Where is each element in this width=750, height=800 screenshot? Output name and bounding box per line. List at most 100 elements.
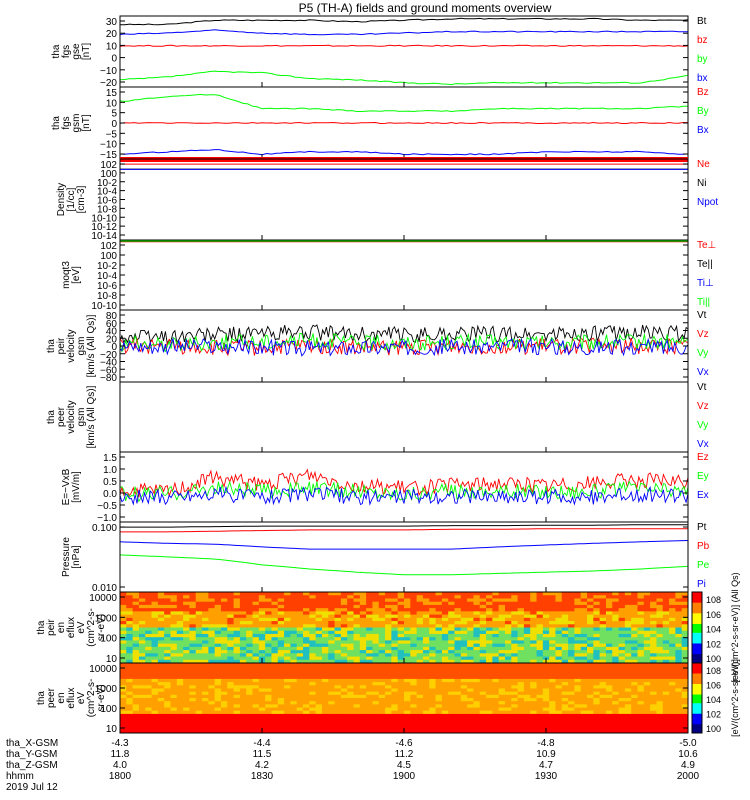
heatmap-cell: [448, 608, 455, 612]
heatmap-cell: [359, 598, 367, 603]
heatmap-cell: [435, 646, 443, 651]
heatmap-cell: [612, 617, 620, 622]
heatmap-cell: [378, 669, 386, 674]
heatmap-cell: [404, 726, 411, 731]
heatmap-cell: [637, 675, 645, 680]
heatmap-cell: [568, 608, 575, 612]
heatmap-cell: [290, 713, 298, 718]
heatmap-cell: [624, 598, 632, 603]
heatmap-cell: [164, 701, 171, 705]
heatmap-cell: [271, 633, 279, 638]
heatmap-cell: [605, 729, 613, 734]
heatmap-cell: [265, 675, 272, 680]
legend-entry: Te||: [697, 259, 713, 270]
heatmap-cell: [454, 694, 462, 699]
heatmap-cell: [656, 592, 664, 596]
colorbar-segment: [692, 673, 702, 676]
heatmap-cell: [568, 604, 575, 609]
heatmap-cell: [170, 720, 178, 724]
heatmap-cell: [511, 729, 519, 734]
heatmap-cell: [233, 650, 241, 654]
heatmap-cell: [561, 666, 569, 670]
heatmap-cell: [536, 656, 544, 661]
heatmap-cell: [492, 601, 500, 606]
heatmap-cell: [145, 720, 153, 724]
heatmap-cell: [189, 663, 197, 667]
heatmap-cell: [669, 682, 676, 686]
heatmap-cell: [675, 672, 683, 677]
heatmap-cell: [284, 608, 291, 612]
heatmap-cell: [391, 678, 399, 683]
heatmap-cell: [284, 604, 291, 609]
heatmap-cell: [536, 617, 544, 622]
heatmap-cell: [208, 614, 216, 619]
heatmap-cell: [214, 678, 222, 683]
heatmap-cell: [416, 611, 424, 616]
heatmap-cell: [580, 688, 588, 693]
heatmap-cell: [435, 672, 443, 677]
heatmap-cell: [549, 707, 556, 712]
heatmap-cell: [618, 698, 626, 702]
heatmap-cell: [385, 707, 392, 712]
heatmap-cell: [568, 637, 575, 641]
heatmap-cell: [422, 669, 430, 674]
heatmap-cell: [555, 685, 563, 689]
heatmap-cell: [498, 608, 506, 612]
heatmap-cell: [637, 608, 645, 612]
heatmap-cell: [164, 614, 171, 619]
heatmap-cell: [631, 650, 639, 654]
heatmap-cell: [580, 598, 588, 603]
legend-entry: Bt: [697, 16, 707, 27]
heatmap-cell: [265, 653, 272, 658]
heatmap-cell: [605, 630, 613, 635]
heatmap-cell: [176, 710, 184, 715]
heatmap-cell: [284, 630, 291, 635]
heatmap-cell: [580, 627, 588, 632]
y-tick-label: 10-14: [91, 231, 117, 242]
heatmap-cell: [624, 707, 632, 712]
heatmap-cell: [145, 663, 153, 667]
heatmap-cell: [258, 701, 266, 705]
heatmap-cell: [372, 707, 380, 712]
heatmap-cell: [492, 710, 500, 715]
heatmap-cell: [662, 675, 670, 680]
heatmap-cell: [580, 663, 588, 667]
heatmap-cell: [334, 701, 342, 705]
heatmap-cell: [675, 640, 683, 645]
heatmap-cell: [618, 653, 626, 658]
heatmap-cell: [340, 633, 348, 638]
heatmap-cell: [202, 633, 209, 638]
heatmap-cell: [138, 726, 146, 731]
heatmap-cell: [372, 611, 380, 616]
heatmap-cell: [385, 717, 392, 721]
heatmap-cell: [416, 666, 424, 670]
heatmap-cell: [321, 637, 329, 641]
heatmap-cell: [189, 688, 197, 693]
heatmap-cell: [284, 656, 291, 661]
heatmap-cell: [580, 723, 588, 728]
heatmap-cell: [277, 656, 285, 661]
heatmap-cell: [530, 669, 538, 674]
heatmap-cell: [284, 666, 291, 670]
heatmap-cell: [157, 729, 165, 734]
heatmap-cell: [404, 663, 411, 667]
heatmap-cell: [536, 637, 544, 641]
heatmap-cell: [296, 704, 304, 709]
heatmap-cell: [631, 643, 639, 648]
heatmap-cell: [265, 694, 272, 699]
heatmap-cell: [504, 713, 512, 718]
heatmap-cell: [284, 633, 291, 638]
heatmap-cell: [637, 707, 645, 712]
heatmap-cell: [372, 698, 380, 702]
heatmap-cell: [669, 624, 676, 628]
heatmap-cell: [303, 720, 310, 724]
heatmap-cell: [492, 650, 500, 654]
heatmap-cell: [385, 694, 392, 699]
heatmap-cell: [378, 640, 386, 645]
heatmap-cell: [353, 704, 361, 709]
heatmap-cell: [239, 617, 247, 622]
heatmap-cell: [366, 598, 373, 603]
series-line-fgs-gsm-0: [119, 121, 689, 125]
heatmap-cell: [303, 624, 310, 628]
